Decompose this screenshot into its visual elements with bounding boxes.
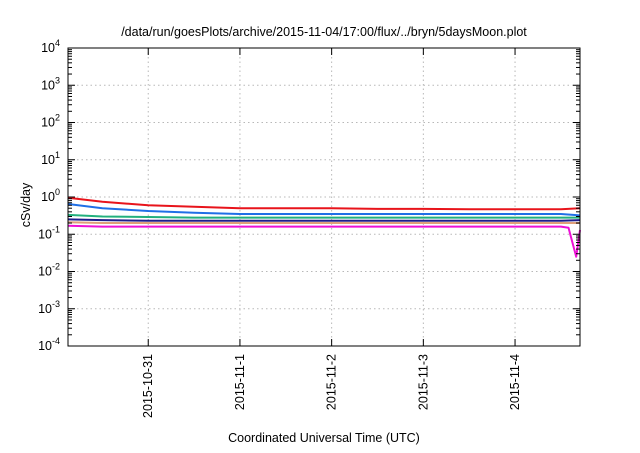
axis-ticks bbox=[68, 47, 580, 347]
y-tick-label: 10-4 bbox=[38, 336, 60, 353]
y-tick-label: 101 bbox=[41, 150, 60, 167]
series-line bbox=[67, 218, 581, 222]
x-tick-label: 2015-11-3 bbox=[416, 354, 430, 410]
y-tick-label: 10-2 bbox=[38, 262, 60, 279]
x-tick-label: 2015-10-31 bbox=[141, 354, 155, 418]
y-tick-labels: 10-4 10-3 10-2 10-1 100 101 102 103 104 bbox=[38, 38, 60, 353]
series-line bbox=[67, 213, 580, 219]
y-tick-label: 103 bbox=[41, 75, 60, 92]
series-line bbox=[67, 196, 581, 211]
y-axis-label: cSv/day bbox=[19, 182, 33, 227]
x-tick-label: 2015-11-1 bbox=[233, 354, 247, 410]
y-tick-label: 104 bbox=[41, 38, 60, 55]
x-tick-label: 2015-11-2 bbox=[325, 354, 339, 410]
x-tick-labels: 2015-10-31 2015-11-1 2015-11-2 2015-11-3 201… bbox=[141, 354, 522, 418]
y-tick-label: 100 bbox=[41, 187, 60, 204]
y-tick-label: 10-1 bbox=[38, 224, 60, 241]
grid bbox=[68, 48, 580, 346]
y-tick-label: 102 bbox=[41, 113, 60, 130]
y-tick-label: 10-3 bbox=[38, 299, 60, 316]
series-lines bbox=[67, 196, 581, 258]
x-tick-label: 2015-11-4 bbox=[508, 354, 522, 410]
x-axis-label: Coordinated Universal Time (UTC) bbox=[228, 431, 420, 445]
series-line bbox=[67, 224, 581, 258]
series-line bbox=[67, 203, 581, 217]
chart-title: /data/run/goesPlots/archive/2015-11-04/1… bbox=[121, 25, 527, 39]
series-line bbox=[67, 221, 580, 224]
